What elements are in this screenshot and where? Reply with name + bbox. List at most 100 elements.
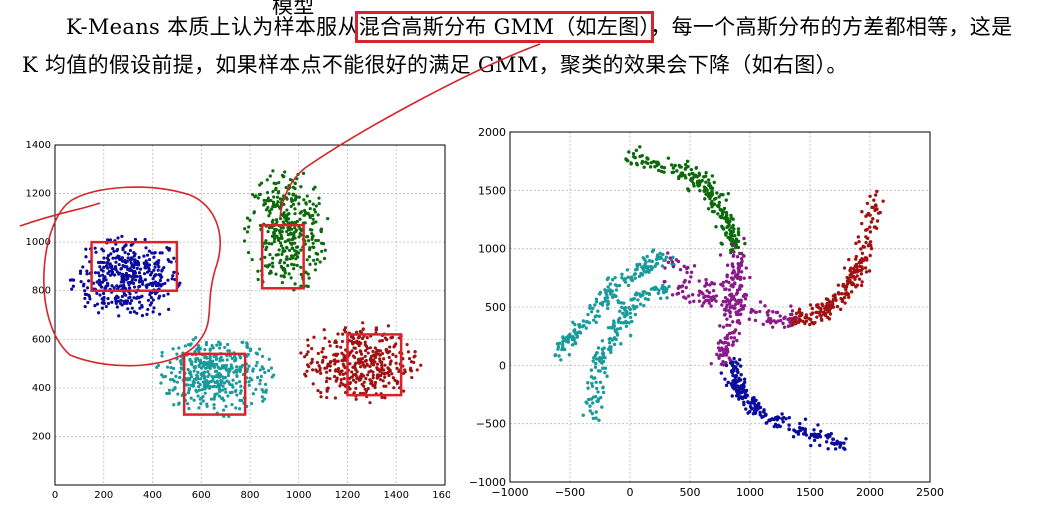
right-data-point xyxy=(692,299,696,303)
left-data-point xyxy=(157,282,161,286)
right-data-point xyxy=(712,209,716,214)
right-data-point xyxy=(798,421,802,426)
left-data-point xyxy=(172,379,176,383)
right-data-point xyxy=(690,293,695,297)
left-data-point xyxy=(156,363,161,368)
right-data-point xyxy=(710,186,715,190)
left-data-point xyxy=(192,398,196,402)
left-data-point xyxy=(239,389,243,393)
right-data-point xyxy=(845,279,850,283)
right-data-point xyxy=(734,242,739,247)
right-data-point xyxy=(844,287,848,292)
left-data-point xyxy=(363,365,367,369)
left-data-point xyxy=(157,294,162,298)
left-data-point xyxy=(205,402,209,406)
left-data-point xyxy=(220,379,224,383)
left-data-point xyxy=(189,396,193,400)
left-data-point xyxy=(130,278,134,283)
right-data-point xyxy=(735,254,740,259)
right-data-point xyxy=(624,157,628,162)
left-data-point xyxy=(310,360,314,364)
paragraph-text: K-Means 本质上认为样本服从混合高斯分布 GMM（如左图），每一个高斯分布… xyxy=(22,8,1032,84)
left-data-point xyxy=(281,197,286,201)
left-data-point xyxy=(99,260,103,264)
right-data-point xyxy=(585,320,589,324)
right-data-point xyxy=(716,212,720,216)
left-data-point xyxy=(206,369,210,374)
right-data-point xyxy=(635,264,640,269)
right-data-point xyxy=(742,276,746,280)
right-data-point xyxy=(818,443,822,448)
right-data-point xyxy=(705,298,709,303)
left-data-point xyxy=(280,266,284,270)
left-data-point xyxy=(314,238,318,243)
left-data-point xyxy=(86,300,90,305)
right-data-point xyxy=(570,337,575,341)
right-data-point xyxy=(724,360,728,365)
left-data-point xyxy=(339,377,343,382)
left-data-point xyxy=(203,366,208,370)
right-data-point xyxy=(710,280,714,285)
right-data-point xyxy=(590,411,595,416)
left-data-point xyxy=(317,196,321,200)
right-data-point xyxy=(643,296,648,301)
right-data-point xyxy=(642,269,646,273)
left-data-point xyxy=(321,242,326,246)
right-data-point xyxy=(777,416,781,420)
left-data-point xyxy=(289,197,294,201)
left-data-point xyxy=(314,368,318,372)
left-data-point xyxy=(247,364,251,368)
left-data-point xyxy=(373,355,378,360)
left-data-point xyxy=(313,262,318,266)
left-data-point xyxy=(170,277,174,281)
right-data-point xyxy=(673,163,677,168)
right-data-point xyxy=(830,441,834,445)
right-data-point xyxy=(764,412,768,417)
left-data-point xyxy=(227,371,231,375)
right-data-point xyxy=(678,267,683,272)
left-data-point xyxy=(334,368,338,372)
left-data-point xyxy=(355,370,359,374)
right-data-point xyxy=(736,245,741,250)
left-data-point xyxy=(151,298,155,302)
left-data-point xyxy=(299,351,303,355)
right-data-point xyxy=(645,254,649,259)
right-data-point xyxy=(735,291,740,295)
left-data-point xyxy=(258,347,262,351)
left-data-point xyxy=(275,202,279,207)
right-data-point xyxy=(724,198,728,202)
left-data-point xyxy=(205,385,209,389)
left-data-point xyxy=(316,351,320,356)
right-data-point xyxy=(603,299,608,303)
right-data-point xyxy=(788,320,792,324)
left-data-point xyxy=(215,379,219,383)
left-data-point xyxy=(222,381,227,385)
left-data-point xyxy=(176,392,180,396)
left-data-point xyxy=(310,221,315,226)
left-data-point xyxy=(217,346,222,350)
left-data-point xyxy=(336,366,341,371)
right-data-point xyxy=(724,383,729,388)
right-data-point xyxy=(747,317,752,321)
left-data-point xyxy=(391,376,395,380)
left-data-point xyxy=(313,268,318,272)
left-data-point xyxy=(368,401,372,405)
left-x-tick-label: 1200 xyxy=(335,490,360,500)
left-data-point xyxy=(250,378,254,382)
left-data-point xyxy=(366,387,370,391)
left-data-point xyxy=(140,303,144,308)
right-data-point xyxy=(698,188,702,193)
left-data-point xyxy=(223,345,227,350)
left-data-point xyxy=(378,357,382,361)
right-data-point xyxy=(620,272,624,276)
right-data-point xyxy=(859,283,864,288)
right-data-point xyxy=(733,282,737,286)
left-data-point xyxy=(351,378,356,382)
right-data-point xyxy=(638,145,642,149)
left-data-point xyxy=(316,213,320,217)
right-data-point xyxy=(728,293,732,297)
right-data-point xyxy=(705,282,709,287)
left-data-point xyxy=(296,255,300,259)
left-data-point xyxy=(213,395,217,399)
right-data-point xyxy=(640,265,644,269)
